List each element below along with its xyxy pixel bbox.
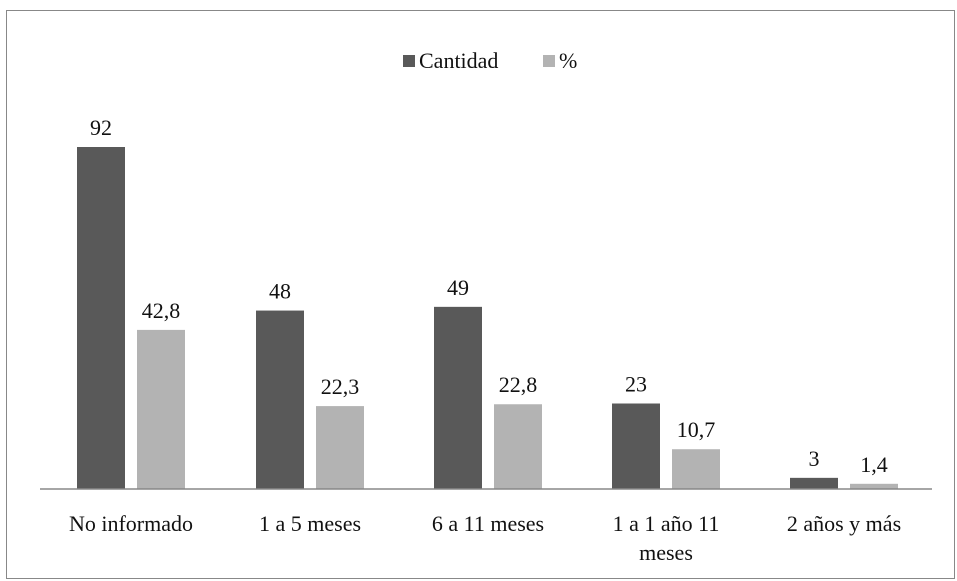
bar-cantidad-2: [434, 306, 482, 489]
data-label-cantidad-4: 3: [809, 446, 820, 471]
value-labels: 92 48 49 23 3 42,8 22,3 22,8 10,7 1,4: [90, 115, 888, 477]
data-label-porcentaje-2: 22,8: [499, 372, 538, 397]
legend-swatch-cantidad: [403, 55, 415, 67]
bar-porcentaje-1: [316, 406, 364, 489]
category-label-2: 6 a 11 meses: [432, 511, 544, 536]
data-label-porcentaje-0: 42,8: [142, 298, 181, 323]
legend-swatch-porcentaje: [543, 55, 555, 67]
category-label-1: 1 a 5 meses: [259, 511, 361, 536]
data-label-cantidad-3: 23: [625, 372, 647, 397]
legend-label-porcentaje: %: [559, 48, 577, 73]
category-label-4: 2 años y más: [787, 511, 901, 536]
bar-cantidad-0: [77, 147, 125, 489]
data-label-porcentaje-4: 1,4: [860, 452, 888, 477]
data-label-cantidad-1: 48: [269, 279, 291, 304]
data-label-cantidad-0: 92: [90, 115, 112, 140]
bar-porcentaje-0: [137, 329, 185, 489]
data-label-porcentaje-1: 22,3: [321, 374, 360, 399]
bars: [77, 147, 898, 489]
category-label-3-line-0: 1 a 1 año 11: [613, 511, 720, 536]
category-labels: No informado 1 a 5 meses 6 a 11 meses 1 a 1…: [69, 511, 901, 565]
bar-porcentaje-4: [850, 483, 898, 489]
category-label-3-line-1: meses: [639, 540, 693, 565]
bar-cantidad-4: [790, 477, 838, 489]
legend: Cantidad%: [403, 48, 577, 73]
data-label-porcentaje-3: 10,7: [677, 417, 716, 442]
bar-cantidad-3: [612, 403, 660, 489]
category-label-0: No informado: [69, 511, 193, 536]
bar-cantidad-1: [256, 310, 304, 489]
bar-porcentaje-3: [672, 449, 720, 489]
bar-porcentaje-2: [494, 404, 542, 489]
legend-label-cantidad: Cantidad: [419, 48, 498, 73]
data-label-cantidad-2: 49: [447, 275, 469, 300]
